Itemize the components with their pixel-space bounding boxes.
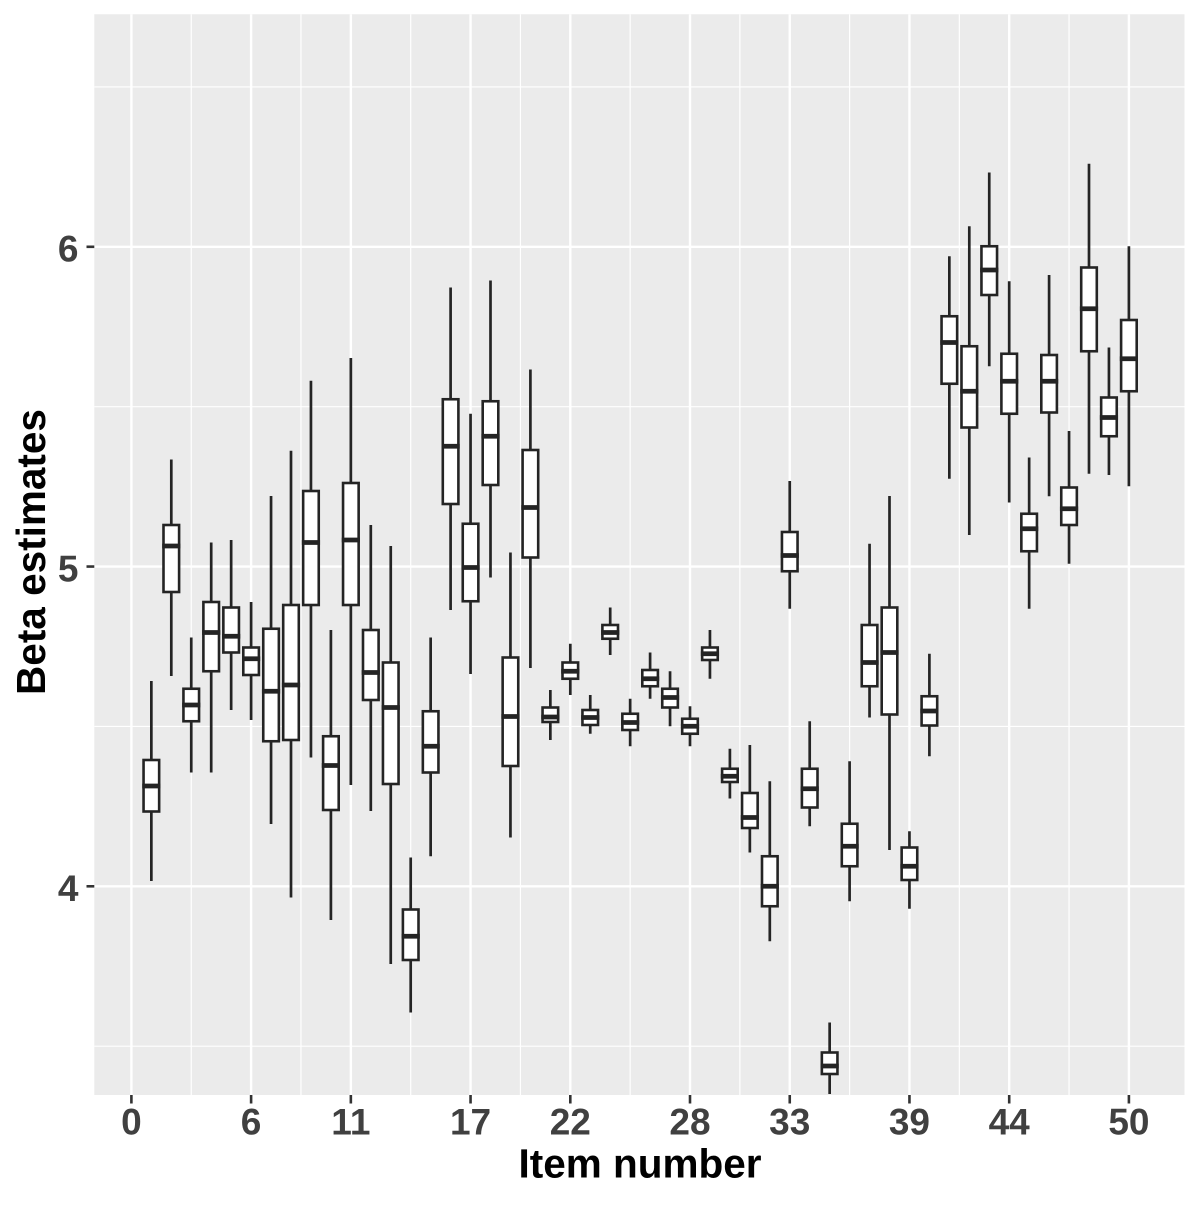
svg-text:39: 39 xyxy=(889,1102,930,1143)
svg-text:17: 17 xyxy=(450,1102,491,1143)
svg-text:Beta estimates: Beta estimates xyxy=(8,409,54,695)
svg-text:50: 50 xyxy=(1108,1102,1149,1143)
svg-text:22: 22 xyxy=(550,1102,591,1143)
svg-text:4: 4 xyxy=(58,868,79,909)
svg-text:44: 44 xyxy=(989,1102,1031,1143)
svg-text:5: 5 xyxy=(58,548,79,589)
svg-text:0: 0 xyxy=(121,1102,142,1143)
svg-text:6: 6 xyxy=(58,229,79,270)
svg-text:Item number: Item number xyxy=(518,1141,761,1187)
svg-text:33: 33 xyxy=(769,1102,810,1143)
svg-text:6: 6 xyxy=(241,1102,262,1143)
svg-text:28: 28 xyxy=(669,1102,710,1143)
svg-text:11: 11 xyxy=(331,1102,370,1143)
